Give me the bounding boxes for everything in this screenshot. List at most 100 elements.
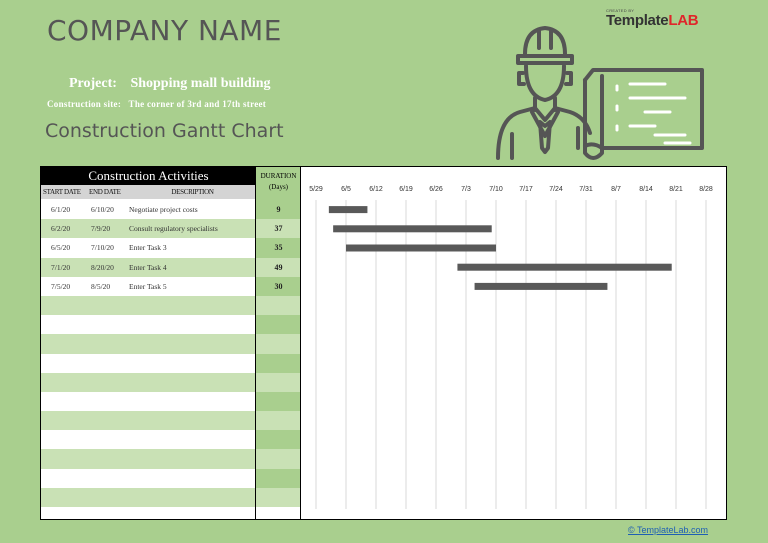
x-tick-label: 7/3 bbox=[461, 186, 471, 193]
gantt-bar bbox=[474, 282, 608, 290]
start-date-cell: 7/5/20 bbox=[51, 281, 71, 291]
templatelab-link[interactable]: © TemplateLab.com bbox=[628, 525, 709, 535]
duration-cell bbox=[256, 391, 301, 412]
gantt-bar bbox=[333, 225, 492, 233]
brand-name-b: LAB bbox=[668, 12, 699, 29]
duration-cell: 30 bbox=[256, 276, 301, 296]
company-name: COMPANY NAME bbox=[47, 14, 282, 47]
gantt-bar bbox=[328, 206, 368, 214]
start-date-cell: 6/1/20 bbox=[51, 205, 71, 214]
row-bg bbox=[41, 487, 255, 507]
table-row bbox=[41, 391, 301, 412]
brand-name-a: Template bbox=[606, 12, 669, 29]
description-cell: Enter Task 3 bbox=[129, 243, 167, 253]
duration-cell bbox=[256, 372, 301, 392]
duration-cell bbox=[256, 315, 301, 335]
x-tick-label: 5/29 bbox=[309, 186, 323, 193]
end-date-cell: 8/20/20 bbox=[91, 262, 114, 272]
gantt-sheet: Construction Activities START DATE END D… bbox=[40, 166, 727, 520]
x-tick-label: 7/17 bbox=[519, 186, 533, 193]
description-header: DESCRIPTION bbox=[129, 185, 256, 199]
gantt-bar bbox=[457, 263, 672, 271]
description-cell: Negotiate project costs bbox=[129, 205, 198, 214]
row-bg bbox=[41, 276, 255, 296]
row-bg bbox=[41, 430, 255, 450]
table-row bbox=[41, 372, 301, 392]
x-tick-label: 6/12 bbox=[369, 186, 383, 193]
project-value: Shopping mall building bbox=[130, 76, 271, 91]
row-bg bbox=[41, 200, 255, 220]
duration-cell bbox=[256, 411, 301, 431]
row-bg bbox=[41, 257, 255, 277]
table-row bbox=[41, 353, 301, 373]
start-date-header: START DATE bbox=[41, 185, 89, 199]
table-row bbox=[41, 411, 301, 431]
gantt-bar bbox=[346, 244, 496, 252]
end-date-cell: 7/9/20 bbox=[91, 224, 111, 234]
x-tick-label: 8/14 bbox=[639, 186, 653, 193]
duration-cell: 37 bbox=[256, 219, 301, 239]
table-row bbox=[41, 315, 301, 335]
gantt-chart: 5/29 6/5 6/12 6/19 6/26 7/3 7/10 7/17 7/24 7/31 8/… bbox=[309, 186, 713, 509]
duration-cell bbox=[256, 353, 301, 373]
description-cell: Enter Task 4 bbox=[129, 262, 167, 272]
x-tick-label: 6/26 bbox=[429, 186, 443, 193]
duration-header: DURATION (Days) bbox=[256, 167, 301, 200]
templatelab-logo: CREATED BY TemplateLAB bbox=[606, 8, 699, 29]
end-date-cell: 7/10/20 bbox=[91, 243, 114, 253]
task-table: 6/1/20 6/10/20 Negotiate project costs 9 6/2… bbox=[41, 200, 301, 507]
table-row: 7/5/20 8/5/20 Enter Task 5 30 bbox=[41, 276, 301, 296]
end-date-cell: 8/5/20 bbox=[91, 281, 111, 291]
table-row: 6/5/20 7/10/20 Enter Task 3 35 bbox=[41, 238, 301, 258]
end-date-cell: 6/10/20 bbox=[91, 205, 114, 214]
chart-divider bbox=[300, 167, 301, 519]
project-label: Project: bbox=[69, 76, 117, 91]
site-line: Construction site: The corner of 3rd and… bbox=[47, 99, 266, 109]
row-bg bbox=[41, 449, 255, 469]
row-bg bbox=[41, 219, 255, 239]
row-bg bbox=[41, 315, 255, 335]
table-row bbox=[41, 334, 301, 354]
duration-cell: 49 bbox=[256, 257, 301, 277]
start-date-cell: 6/2/20 bbox=[51, 224, 71, 234]
row-bg bbox=[41, 238, 255, 258]
table-row: 6/2/20 7/9/20 Consult regulatory specialis… bbox=[41, 219, 301, 239]
row-bg bbox=[41, 295, 255, 316]
project-line: Project: Shopping mall building bbox=[69, 76, 271, 92]
duration-cell bbox=[256, 334, 301, 354]
brand-tagline: CREATED BY bbox=[606, 8, 635, 13]
row-bg bbox=[41, 391, 255, 412]
site-label: Construction site: bbox=[47, 99, 122, 109]
x-tick-label: 6/5 bbox=[341, 186, 351, 193]
x-tick-label: 8/21 bbox=[669, 186, 683, 193]
activities-header: Construction Activities bbox=[41, 167, 256, 185]
x-tick-label: 8/28 bbox=[699, 186, 713, 193]
row-bg bbox=[41, 353, 255, 373]
x-tick-label: 8/7 bbox=[611, 186, 621, 193]
x-tick-label: 6/19 bbox=[399, 186, 413, 193]
table-row bbox=[41, 487, 301, 507]
table-divider bbox=[255, 167, 256, 519]
end-date-header: END DATE bbox=[89, 185, 129, 199]
construction-worker-icon bbox=[496, 26, 704, 160]
duration-cell bbox=[256, 430, 301, 450]
duration-header-line1: DURATION bbox=[260, 172, 297, 180]
start-date-cell: 7/1/20 bbox=[51, 262, 71, 272]
duration-cell bbox=[256, 449, 301, 469]
duration-cell: 35 bbox=[256, 238, 301, 258]
row-bg bbox=[41, 372, 255, 392]
duration-cell bbox=[256, 487, 301, 507]
x-tick-label: 7/24 bbox=[549, 186, 563, 193]
row-bg bbox=[41, 468, 255, 488]
duration-cell bbox=[256, 295, 301, 316]
x-tick-label: 7/31 bbox=[579, 186, 593, 193]
table-row: 7/1/20 8/20/20 Enter Task 4 49 bbox=[41, 257, 301, 277]
table-row bbox=[41, 449, 301, 469]
duration-header-line2: (Days) bbox=[268, 183, 289, 191]
row-bg bbox=[41, 411, 255, 431]
start-date-cell: 6/5/20 bbox=[51, 243, 71, 253]
row-bg bbox=[41, 334, 255, 354]
duration-cell: 9 bbox=[256, 200, 301, 220]
description-cell: Consult regulatory specialists bbox=[129, 224, 218, 234]
x-tick-label: 7/10 bbox=[489, 186, 503, 193]
